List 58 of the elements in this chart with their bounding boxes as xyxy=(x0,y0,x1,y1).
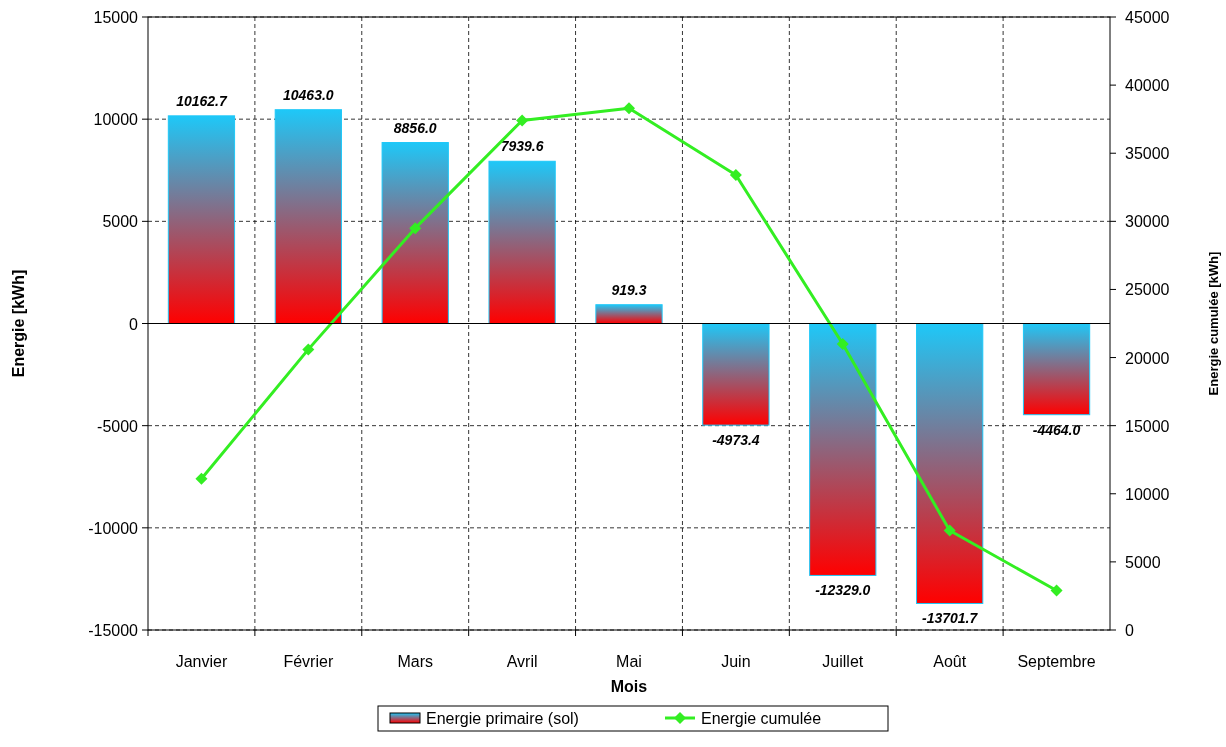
x-tick-label: Avril xyxy=(506,653,538,670)
bar xyxy=(167,115,236,324)
x-tick-label: Mars xyxy=(397,653,433,670)
y2-tick-label: 15000 xyxy=(1125,417,1170,435)
bar xyxy=(916,323,984,604)
y2-tick-label: 5000 xyxy=(1125,553,1161,571)
data-label: -4464.0 xyxy=(1032,421,1081,438)
y2-tick-label: 20000 xyxy=(1125,349,1170,367)
x-tick-label: Juillet xyxy=(822,653,864,670)
y-tick-label: 10000 xyxy=(93,111,139,129)
y-tick-label: -15000 xyxy=(88,622,139,639)
legend-label: Energie primaire (sol) xyxy=(426,710,579,727)
bar xyxy=(1022,323,1091,416)
bar xyxy=(809,323,877,576)
data-label: 7939.6 xyxy=(500,138,544,155)
bar xyxy=(488,160,556,324)
point xyxy=(836,337,849,350)
point xyxy=(195,472,208,485)
y2-tick-label: 35000 xyxy=(1125,145,1170,163)
y-tick-label: -5000 xyxy=(97,417,139,435)
y2-tick-label: 0 xyxy=(1125,622,1134,639)
bar xyxy=(274,109,342,324)
y-tick-label: 15000 xyxy=(93,9,139,26)
data-label: 919.3 xyxy=(611,281,647,298)
y2-tick-label: 25000 xyxy=(1125,281,1170,299)
data-label: -12329.0 xyxy=(815,582,871,599)
point xyxy=(943,524,956,537)
x-tick-label: Mai xyxy=(616,653,642,670)
point xyxy=(302,343,315,356)
y2-tick-label: 40000 xyxy=(1125,77,1170,95)
y2-axis-title: Energie cumulée [kWh] xyxy=(1206,251,1221,396)
y-tick-label: -10000 xyxy=(88,519,139,537)
point xyxy=(623,102,635,115)
y-tick-label: 0 xyxy=(129,315,139,333)
data-label: 8856.0 xyxy=(393,119,437,136)
legend-label: Energie cumulée xyxy=(701,710,822,727)
x-tick-label: Juin xyxy=(721,653,751,670)
x-tick-label: Août xyxy=(933,653,967,670)
x-tick-label: Janvier xyxy=(175,653,228,670)
point xyxy=(409,222,422,235)
data-label: -13701.7 xyxy=(922,610,979,627)
y2-tick-label: 30000 xyxy=(1125,213,1170,231)
bar xyxy=(595,304,663,324)
x-tick-label: Septembre xyxy=(1017,653,1096,670)
x-tick-label: Février xyxy=(283,653,334,670)
point xyxy=(1050,584,1063,597)
x-axis-title: Mois xyxy=(610,678,648,695)
data-label: -4973.4 xyxy=(712,432,760,449)
y2-tick-label: 10000 xyxy=(1125,485,1170,503)
point xyxy=(729,169,742,182)
data-label: 10162.7 xyxy=(176,92,228,109)
bar xyxy=(702,323,770,426)
bar xyxy=(381,142,449,324)
y2-tick-label: 45000 xyxy=(1125,9,1170,26)
y-tick-label: 5000 xyxy=(102,213,139,231)
point xyxy=(516,114,529,127)
data-label: 10463.0 xyxy=(283,86,334,103)
y-axis-title: Energie [kWh] xyxy=(10,269,27,378)
